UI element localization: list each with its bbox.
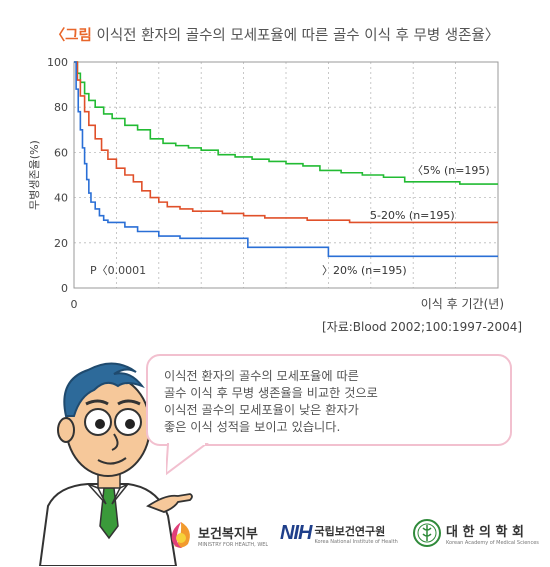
bubble-line-4: 좋은 이식 성적을 보이고 있습니다. bbox=[164, 420, 341, 434]
nih-mark: NIH bbox=[280, 522, 312, 544]
x-tick-0: 0 bbox=[71, 298, 78, 311]
kams-seal-icon bbox=[413, 519, 441, 547]
series-line-0 bbox=[74, 61, 498, 185]
mohw-sub: MINISTRY FOR HEALTH, WELFARE AND FAMILY … bbox=[198, 541, 268, 548]
speech-bubble bbox=[146, 354, 512, 446]
doctor-character bbox=[38, 362, 193, 566]
logo-kams: 대 한 의 학 회 Korean Academy of Medical Scie… bbox=[412, 518, 539, 548]
y-tick-label: 20 bbox=[54, 237, 68, 250]
figure-title: 〈그림 이식전 환자의 골수의 모세포율에 따른 골수 이식 후 무병 생존율〉 bbox=[0, 24, 550, 45]
bubble-text: 이식전 환자의 골수의 모세포율에 따른 골수 이식 후 무병 생존율을 비교한… bbox=[164, 368, 504, 436]
series-line-1 bbox=[74, 61, 498, 224]
y-tick-label: 40 bbox=[54, 192, 68, 205]
y-tick-label: 0 bbox=[61, 282, 68, 295]
figure-label: 〈그림 bbox=[50, 28, 92, 44]
bubble-line-1: 이식전 환자의 골수의 모세포율에 따른 bbox=[164, 369, 359, 383]
survival-chart: 0 20 40 60 80 100 〈5% (n=195) 5-20% (n=195) 〉20… bbox=[28, 56, 504, 311]
p-value-annotation: P〈0.0001 bbox=[90, 264, 146, 277]
mohw-emblem-icon bbox=[171, 522, 190, 548]
nih-sub: Korea National Institute of Health bbox=[314, 538, 398, 545]
series-label-2: 〉20% (n=195) bbox=[322, 264, 407, 277]
series-label-0: 〈5% (n=195) bbox=[412, 164, 490, 177]
kams-name: 대 한 의 학 회 bbox=[446, 524, 524, 540]
mohw-name: 보건복지부 bbox=[198, 526, 258, 542]
series-label-1: 5-20% (n=195) bbox=[370, 209, 455, 222]
series-line-2 bbox=[74, 61, 498, 258]
logo-mohw: 보건복지부 MINISTRY FOR HEALTH, WELFARE AND F… bbox=[168, 520, 268, 550]
source-citation: [자료:Blood 2002;100:1997-2004] bbox=[322, 320, 523, 334]
logo-nih: NIH 국립보건연구원 Korea National Institute of … bbox=[280, 522, 398, 545]
y-tick-label: 80 bbox=[54, 101, 68, 114]
y-axis-label: 무병생존율(%) bbox=[28, 140, 41, 210]
bubble-line-3: 이식전 골수의 모세포율이 낮은 환자가 bbox=[164, 403, 359, 417]
figure-title-text: 이식전 환자의 골수의 모세포율에 따른 골수 이식 후 무병 생존율〉 bbox=[91, 28, 500, 44]
bubble-tail bbox=[166, 440, 209, 476]
nih-name: 국립보건연구원 bbox=[314, 524, 386, 538]
y-tick-label: 60 bbox=[54, 146, 68, 159]
x-axis-label: 이식 후 기간(년) bbox=[421, 297, 504, 311]
bubble-line-2: 골수 이식 후 무병 생존율을 비교한 것으로 bbox=[164, 386, 378, 400]
plot-frame bbox=[73, 61, 499, 289]
y-tick-label: 100 bbox=[47, 56, 68, 69]
kams-sub: Korean Academy of Medical Sciences bbox=[446, 539, 539, 546]
